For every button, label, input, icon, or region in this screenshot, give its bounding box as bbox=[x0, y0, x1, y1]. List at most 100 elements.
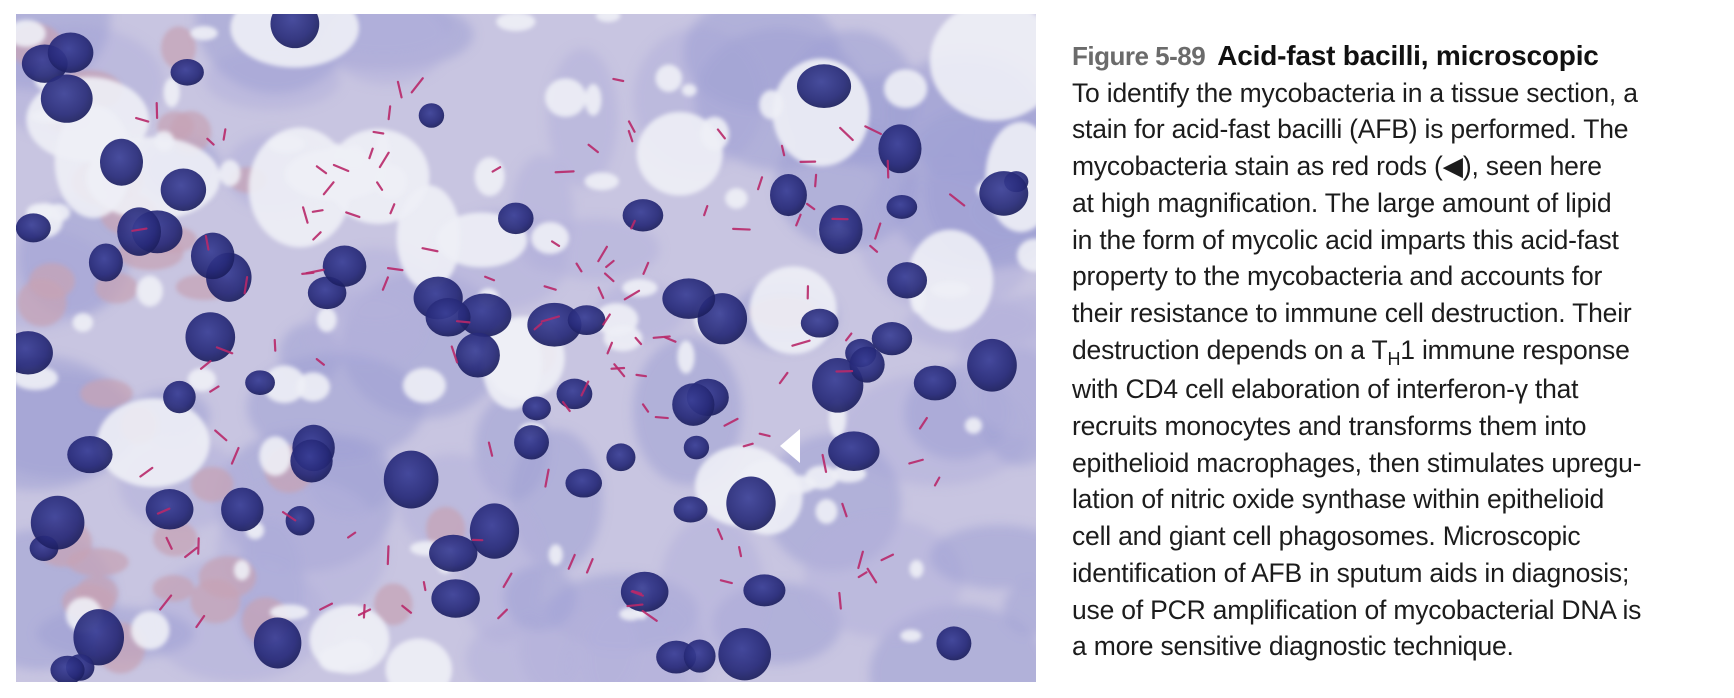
acid-fast-bacillus bbox=[195, 614, 206, 629]
acid-fast-bacillus bbox=[319, 602, 334, 611]
acid-fast-bacillus bbox=[311, 209, 324, 213]
cytoplasm-patch bbox=[465, 618, 576, 682]
cell-nucleus bbox=[425, 298, 471, 337]
acid-fast-bacillus bbox=[450, 345, 459, 364]
red-blood-cell bbox=[153, 521, 198, 557]
vacuole bbox=[259, 436, 292, 476]
cell-nucleus bbox=[190, 232, 235, 280]
cell-nucleus bbox=[469, 503, 520, 559]
nucleus-group bbox=[469, 503, 520, 559]
acid-fast-bacillus bbox=[703, 204, 709, 217]
caption-line: To identify the mycobacteria in a tissue… bbox=[1072, 77, 1638, 108]
vacuole bbox=[136, 275, 163, 307]
acid-fast-bacillus bbox=[421, 247, 439, 253]
caption-line: with CD4 cell elaboration of interferon-… bbox=[1072, 374, 1579, 405]
nucleus-group bbox=[221, 487, 264, 532]
nucleus-group bbox=[849, 346, 885, 383]
figure-number: Figure 5-89 bbox=[1072, 41, 1206, 71]
acid-fast-bacillus bbox=[603, 272, 615, 283]
cell-nucleus bbox=[498, 202, 534, 235]
acid-fast-bacillus bbox=[864, 125, 882, 136]
nucleus-group bbox=[683, 639, 716, 673]
acid-fast-bacillus bbox=[575, 262, 583, 273]
nucleus-group bbox=[253, 617, 302, 669]
vacuole bbox=[907, 229, 994, 332]
acid-fast-bacillus bbox=[626, 603, 644, 608]
vacuole bbox=[96, 398, 210, 488]
acid-fast-bacillus bbox=[184, 546, 198, 559]
acid-fast-bacillus bbox=[874, 222, 882, 240]
cell-nucleus bbox=[800, 308, 839, 338]
vacuole bbox=[548, 544, 563, 566]
nucleus-group bbox=[606, 443, 636, 472]
acid-fast-bacillus bbox=[642, 261, 650, 275]
acid-fast-bacillus bbox=[758, 432, 771, 438]
acid-fast-bacillus bbox=[612, 77, 625, 83]
cell-nucleus bbox=[160, 168, 207, 211]
acid-fast-bacillus bbox=[738, 545, 743, 558]
caption-line: their resistance to immune cell destruct… bbox=[1072, 297, 1632, 328]
vacuole bbox=[130, 610, 170, 650]
vacuole bbox=[316, 307, 337, 333]
cell-nucleus bbox=[743, 574, 786, 607]
acid-fast-bacillus bbox=[345, 211, 361, 219]
nucleus-group bbox=[322, 245, 367, 287]
cell-nucleus bbox=[30, 495, 85, 550]
acid-fast-bacillus bbox=[780, 144, 786, 157]
cell-nucleus bbox=[88, 243, 123, 282]
cell-nucleus bbox=[253, 617, 302, 669]
vacuole bbox=[318, 645, 353, 673]
vacuole bbox=[622, 279, 658, 297]
nucleus-group bbox=[556, 378, 593, 410]
caption-fragment: destruction depends on a T bbox=[1072, 334, 1388, 365]
cell-nucleus bbox=[99, 138, 144, 186]
cell-nucleus bbox=[285, 505, 315, 536]
nucleus-group bbox=[163, 380, 196, 414]
nucleus-group bbox=[565, 468, 603, 498]
cell-nucleus bbox=[527, 302, 582, 347]
cell-nucleus bbox=[16, 331, 53, 375]
nucleus-group bbox=[498, 202, 534, 235]
acid-fast-bacillus bbox=[602, 313, 611, 326]
acid-fast-bacillus bbox=[623, 289, 641, 301]
cytoplasm-patch bbox=[1003, 582, 1036, 636]
vacuole bbox=[909, 559, 924, 578]
acid-fast-bacillus bbox=[543, 285, 557, 291]
acid-fast-bacillus bbox=[719, 579, 733, 585]
acid-fast-bacillus bbox=[567, 553, 576, 570]
acid-fast-bacillus bbox=[206, 137, 215, 146]
acid-fast-bacillus bbox=[641, 403, 650, 413]
acid-fast-bacillus bbox=[587, 143, 600, 154]
caption-line: epithelioid macrophages, then stimulates… bbox=[1072, 447, 1642, 478]
nucleus-group bbox=[455, 332, 500, 378]
caption-line: stain for acid-fast bacilli (AFB) is per… bbox=[1072, 114, 1629, 145]
nucleus-group bbox=[979, 171, 1029, 216]
cell-nucleus bbox=[683, 435, 710, 460]
acid-fast-bacillus bbox=[757, 176, 764, 191]
acid-fast-bacillus bbox=[389, 203, 396, 215]
acid-fast-bacillus bbox=[778, 371, 789, 385]
cell-nucleus bbox=[270, 14, 320, 49]
caption-line: a more sensitive diagnostic technique. bbox=[1072, 631, 1514, 662]
cell-nucleus bbox=[878, 124, 922, 174]
nucleus-group bbox=[743, 574, 786, 607]
vacuole bbox=[1016, 238, 1036, 272]
cell-nucleus bbox=[429, 534, 478, 572]
acid-fast-bacillus bbox=[410, 77, 424, 94]
vacuole bbox=[163, 77, 180, 108]
acid-fast-bacillus bbox=[838, 591, 842, 610]
acid-fast-bacillus bbox=[381, 276, 389, 291]
cytoplasm-patch bbox=[659, 515, 765, 664]
acid-fast-bacillus bbox=[550, 240, 561, 247]
caption-line: property to the mycobacteria and account… bbox=[1072, 261, 1603, 292]
cytoplasm-patch bbox=[306, 292, 420, 365]
acid-fast-bacillus bbox=[312, 231, 322, 241]
nucleus-group bbox=[290, 439, 333, 483]
nucleus-group bbox=[770, 174, 807, 217]
vacuole bbox=[329, 143, 344, 161]
vacuole bbox=[385, 638, 452, 682]
cell-nucleus bbox=[73, 609, 125, 666]
cell-nucleus bbox=[828, 431, 880, 472]
acid-fast-bacillus bbox=[723, 417, 739, 427]
nucleus-group bbox=[672, 383, 715, 426]
